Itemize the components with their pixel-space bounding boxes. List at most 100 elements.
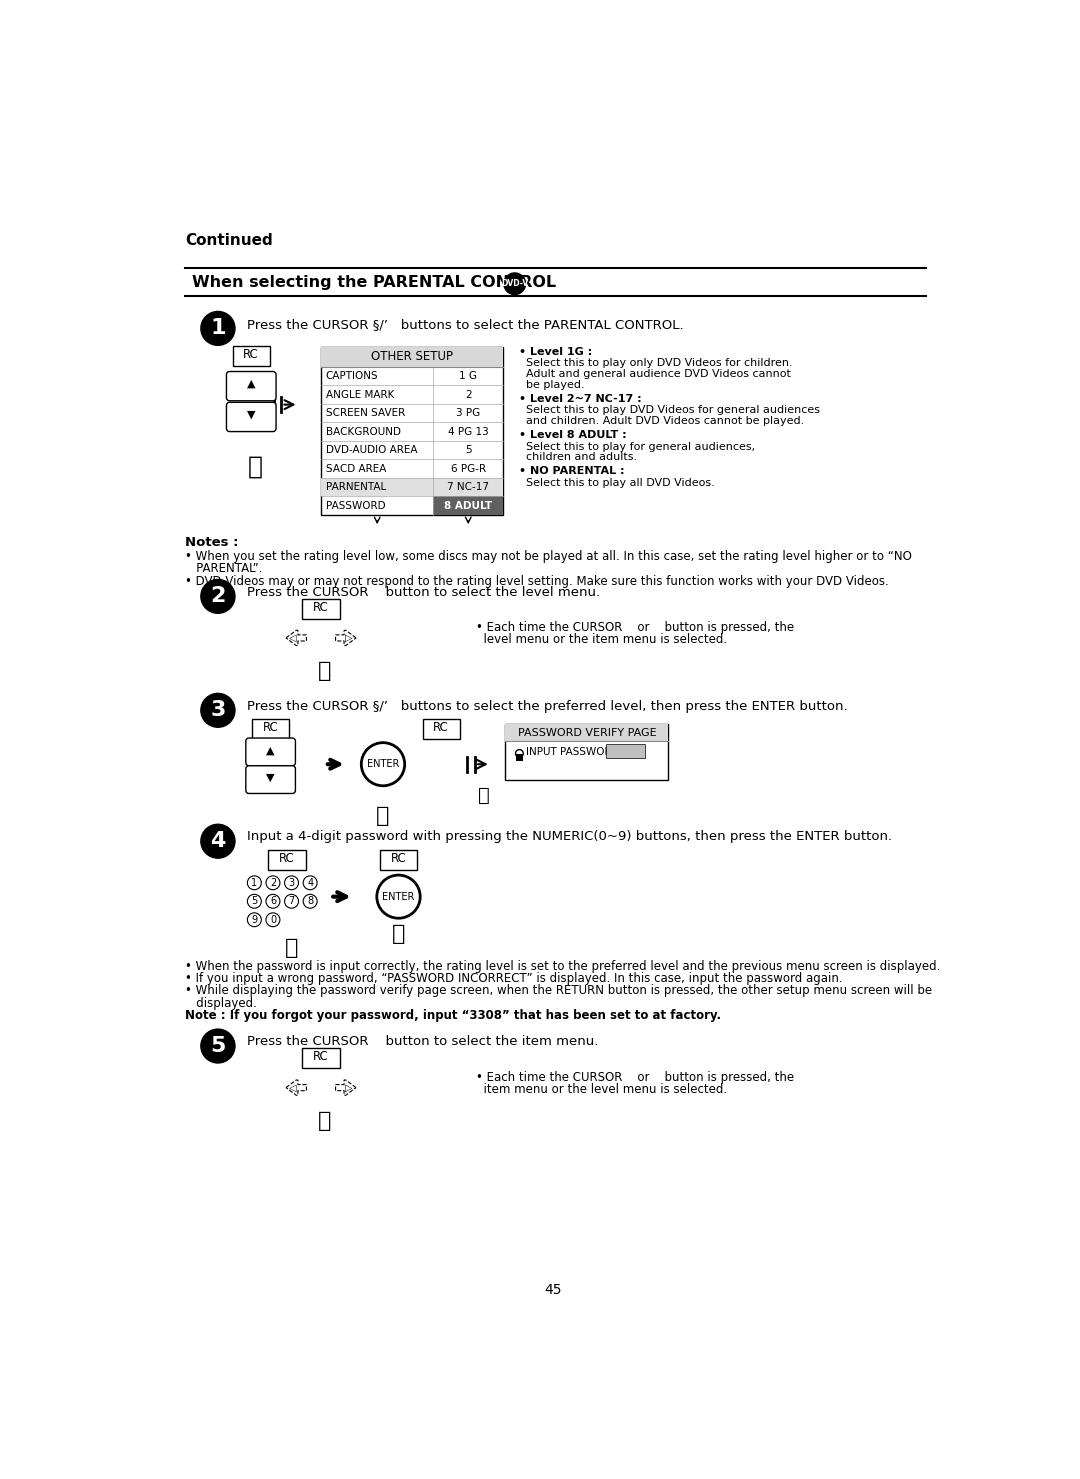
Circle shape xyxy=(362,742,405,785)
Polygon shape xyxy=(336,1080,356,1096)
Text: ▷: ▷ xyxy=(346,1083,353,1093)
Text: RC: RC xyxy=(313,1050,329,1063)
Circle shape xyxy=(247,895,261,908)
Bar xyxy=(606,744,645,759)
Text: 2: 2 xyxy=(270,879,276,887)
Text: When selecting the PARENTAL CONTROL: When selecting the PARENTAL CONTROL xyxy=(191,275,556,290)
Text: ▲: ▲ xyxy=(247,379,256,389)
Text: • While displaying the password verify page screen, when the RETURN button is pr: • While displaying the password verify p… xyxy=(186,985,932,997)
Text: RC: RC xyxy=(243,348,259,361)
Text: ✋: ✋ xyxy=(285,938,298,958)
Text: • When the password is input correctly, the rating level is set to the preferred: • When the password is input correctly, … xyxy=(186,960,941,973)
Circle shape xyxy=(504,274,526,294)
Bar xyxy=(321,348,503,515)
Text: DVD-AUDIO AREA: DVD-AUDIO AREA xyxy=(326,445,417,456)
Text: 1: 1 xyxy=(211,318,226,339)
Circle shape xyxy=(266,895,280,908)
Text: and children. Adult DVD Videos cannot be played.: and children. Adult DVD Videos cannot be… xyxy=(526,416,805,426)
Circle shape xyxy=(377,876,420,918)
Text: 1 G: 1 G xyxy=(459,371,477,382)
Text: Select this to play DVD Videos for general audiences: Select this to play DVD Videos for gener… xyxy=(526,405,821,416)
Text: • Level 1G :: • Level 1G : xyxy=(518,348,592,356)
Text: DVD-V: DVD-V xyxy=(501,280,528,288)
Text: Note : If you forgot your password, input “3308” that has been set to at factory: Note : If you forgot your password, inpu… xyxy=(186,1009,721,1022)
Text: 7: 7 xyxy=(288,896,295,907)
Text: 3 PG: 3 PG xyxy=(456,408,481,419)
Text: 3: 3 xyxy=(211,701,226,720)
Bar xyxy=(505,725,669,741)
Text: 8: 8 xyxy=(307,896,313,907)
FancyBboxPatch shape xyxy=(232,346,270,367)
Circle shape xyxy=(201,1029,235,1063)
Text: ✋: ✋ xyxy=(477,785,489,805)
Text: be played.: be played. xyxy=(526,380,585,390)
Polygon shape xyxy=(286,630,307,645)
Circle shape xyxy=(201,824,235,858)
Text: RC: RC xyxy=(279,852,295,865)
FancyBboxPatch shape xyxy=(422,719,460,740)
Text: 5: 5 xyxy=(464,445,472,456)
FancyBboxPatch shape xyxy=(227,402,276,432)
Text: • If you input a wrong password, “PASSWORD INCORRECT” is displayed. In this case: • If you input a wrong password, “PASSWO… xyxy=(186,972,843,985)
Text: SCREEN SAVER: SCREEN SAVER xyxy=(326,408,405,419)
Text: RC: RC xyxy=(433,720,449,734)
Text: ✋: ✋ xyxy=(247,454,262,479)
Text: 3: 3 xyxy=(288,879,295,887)
Text: Press the CURSOR    button to select the level menu.: Press the CURSOR button to select the le… xyxy=(247,586,600,599)
Text: ◁: ◁ xyxy=(289,633,297,643)
Text: ▲: ▲ xyxy=(267,745,275,756)
Circle shape xyxy=(247,913,261,927)
FancyBboxPatch shape xyxy=(252,719,289,740)
Text: BACKGROUND: BACKGROUND xyxy=(326,426,401,436)
FancyBboxPatch shape xyxy=(380,850,417,870)
Text: 4: 4 xyxy=(211,831,226,852)
Text: 0: 0 xyxy=(270,914,276,924)
Circle shape xyxy=(284,895,298,908)
Text: RC: RC xyxy=(313,600,329,614)
Text: ✋: ✋ xyxy=(319,1111,332,1131)
Text: • DVD Videos may or may not respond to the rating level setting. Make sure this : • DVD Videos may or may not respond to t… xyxy=(186,575,889,587)
Circle shape xyxy=(284,876,298,890)
Text: ENTER: ENTER xyxy=(367,759,400,769)
FancyBboxPatch shape xyxy=(302,599,339,618)
Text: 45: 45 xyxy=(544,1284,563,1297)
Circle shape xyxy=(303,876,318,890)
Text: • NO PARENTAL :: • NO PARENTAL : xyxy=(518,466,624,476)
Text: Adult and general audience DVD Videos cannot: Adult and general audience DVD Videos ca… xyxy=(526,370,792,379)
Text: displayed.: displayed. xyxy=(186,997,257,1010)
Text: PARENTAL”.: PARENTAL”. xyxy=(186,562,262,575)
Text: item menu or the level menu is selected.: item menu or the level menu is selected. xyxy=(476,1083,727,1096)
Text: ◁: ◁ xyxy=(289,1083,297,1093)
Text: 4: 4 xyxy=(307,879,313,887)
Text: Notes :: Notes : xyxy=(186,537,239,549)
Text: ▷: ▷ xyxy=(346,633,353,643)
Text: PARNENTAL: PARNENTAL xyxy=(326,482,386,493)
Text: PASSWORD: PASSWORD xyxy=(326,500,386,510)
Text: Press the CURSOR §/’   buttons to select the PARENTAL CONTROL.: Press the CURSOR §/’ buttons to select t… xyxy=(247,318,684,331)
Text: 6: 6 xyxy=(270,896,276,907)
Text: PASSWORD VERIFY PAGE: PASSWORD VERIFY PAGE xyxy=(517,728,657,738)
FancyBboxPatch shape xyxy=(302,1049,339,1068)
Text: ✋: ✋ xyxy=(376,806,390,825)
Text: • Level 8 ADULT :: • Level 8 ADULT : xyxy=(518,430,626,441)
Text: Input a 4-digit password with pressing the NUMERIC(0~9) buttons, then press the : Input a 4-digit password with pressing t… xyxy=(247,830,892,843)
Bar xyxy=(321,348,503,367)
Text: 2: 2 xyxy=(211,586,226,606)
Circle shape xyxy=(266,913,280,927)
Text: ✋: ✋ xyxy=(392,924,405,945)
Text: INPUT PASSWORD:: INPUT PASSWORD: xyxy=(526,747,623,757)
Text: RC: RC xyxy=(262,720,279,734)
Text: ANGLE MARK: ANGLE MARK xyxy=(326,389,394,399)
Bar xyxy=(321,478,503,497)
Text: Select this to play for general audiences,: Select this to play for general audience… xyxy=(526,442,756,451)
Text: OTHER SETUP: OTHER SETUP xyxy=(372,351,454,364)
Text: Select this to play only DVD Videos for children.: Select this to play only DVD Videos for … xyxy=(526,358,793,368)
Text: 5: 5 xyxy=(252,896,257,907)
Circle shape xyxy=(266,876,280,890)
Circle shape xyxy=(201,312,235,345)
Circle shape xyxy=(303,895,318,908)
Text: ENTER: ENTER xyxy=(382,892,415,902)
Text: level menu or the item menu is selected.: level menu or the item menu is selected. xyxy=(476,633,727,646)
Text: CAPTIONS: CAPTIONS xyxy=(326,371,378,382)
FancyBboxPatch shape xyxy=(246,766,296,793)
